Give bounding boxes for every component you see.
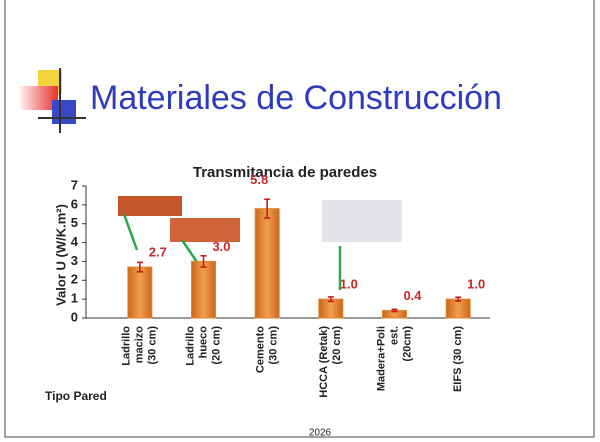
x-tick-label: (20 cm) [210, 326, 222, 365]
y-axis-label: Valor U (W/K.m²) [53, 204, 68, 306]
value-label: 5.8 [250, 172, 268, 187]
value-label: 3.0 [212, 239, 230, 254]
y-tick-label: 0 [71, 309, 78, 324]
value-label: 1.0 [467, 277, 485, 292]
footer: 2026 [309, 428, 332, 439]
y-tick-label: 4 [71, 234, 79, 249]
bar [192, 261, 216, 318]
y-tick-label: 6 [71, 196, 78, 211]
x-tick-label: Cemento [255, 326, 267, 373]
deco-square [52, 100, 76, 124]
y-tick-label: 1 [71, 291, 78, 306]
bar [128, 267, 152, 318]
arrow [124, 214, 137, 250]
x-tick-label: Ladrillo [121, 326, 133, 366]
arrow [182, 240, 197, 262]
x-tick-label: est. [388, 326, 400, 345]
x-tick-label: macizo [134, 326, 146, 364]
block-image [322, 200, 402, 242]
y-tick-label: 2 [71, 272, 78, 287]
x-axis-label: Tipo Pared [45, 389, 107, 403]
x-tick-label: Madera+Poli [375, 326, 387, 391]
value-label: 2.7 [149, 245, 167, 260]
x-tick-label: (30 cm) [147, 326, 159, 365]
y-tick-label: 5 [71, 215, 78, 230]
value-label: 0.4 [403, 288, 422, 303]
x-tick-label: HCCA (Retak) [318, 326, 330, 398]
x-tick-label: (20cm) [401, 326, 413, 362]
y-tick-label: 3 [71, 253, 78, 268]
bar [446, 299, 470, 318]
value-label: 1.0 [340, 277, 358, 292]
slide: Materiales de Construcción Transmitancia… [0, 0, 600, 442]
y-tick-label: 7 [71, 177, 78, 192]
x-tick-label: EIFS (30 cm) [452, 326, 464, 392]
slide-title: Materiales de Construcción [90, 79, 502, 117]
x-tick-label: hueco [197, 326, 209, 359]
x-tick-label: (20 cm) [331, 326, 343, 365]
slide-border [5, 0, 594, 437]
x-tick-label: Ladrillo [184, 326, 196, 366]
bar [255, 209, 279, 318]
brick-image [118, 196, 182, 216]
x-tick-label: (30 cm) [268, 326, 280, 365]
chart-title: Transmitancia de paredes [193, 164, 377, 181]
